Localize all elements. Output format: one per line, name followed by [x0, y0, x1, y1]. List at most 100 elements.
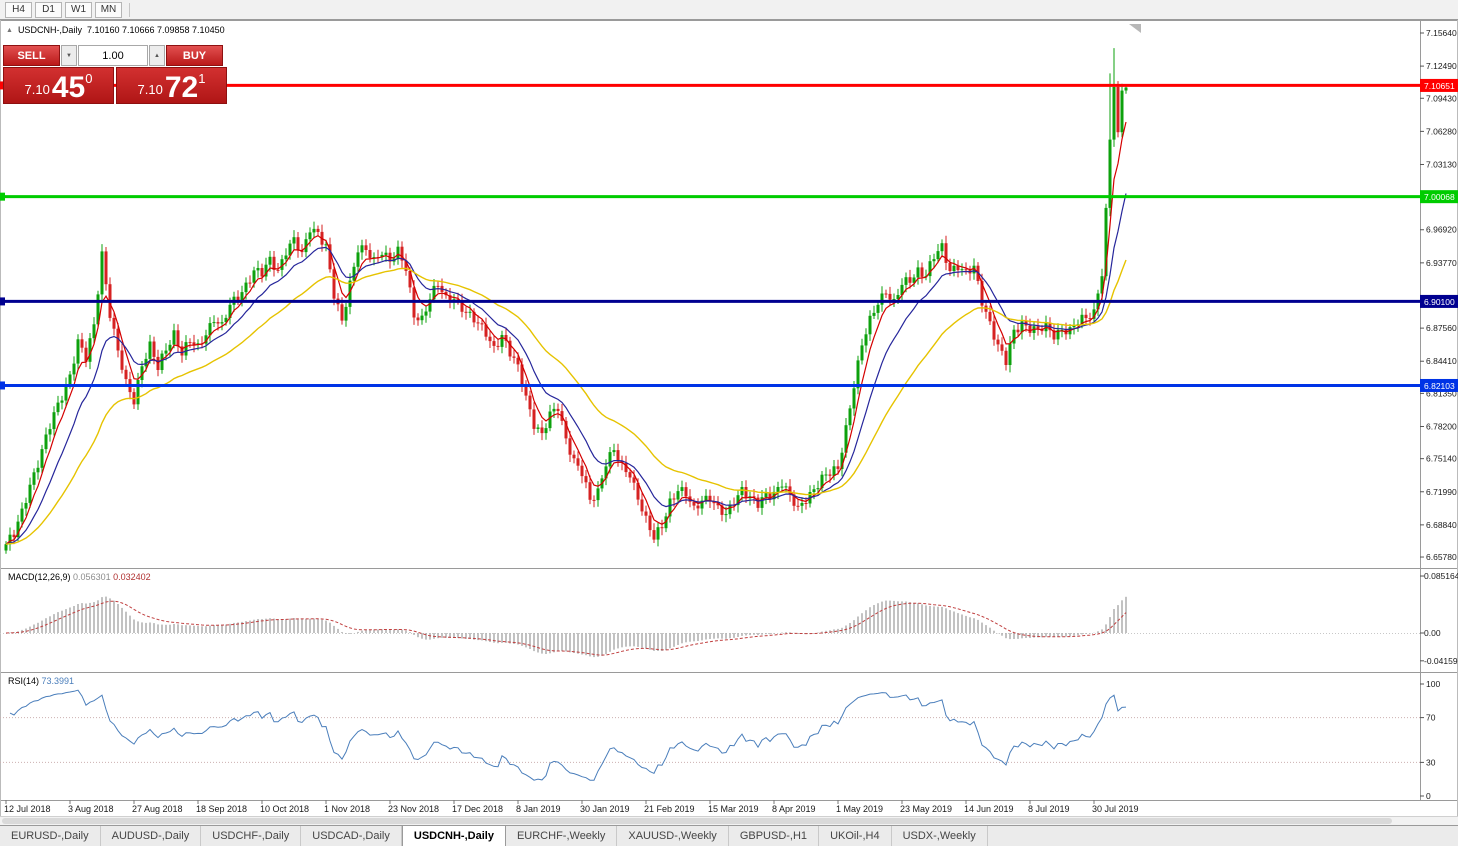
rsi-tick-label: 100 — [1426, 679, 1440, 689]
tab-xauusd-weekly[interactable]: XAUUSD-,Weekly — [617, 826, 729, 846]
date-label: 18 Sep 2018 — [196, 804, 247, 814]
rsi-tick-label: 70 — [1426, 713, 1436, 723]
chart-status-line: ▲ USDCNH-,Daily 7.10160 7.10666 7.09858 … — [6, 25, 225, 35]
moving-averages — [5, 121, 1127, 545]
tab-eurusd-daily[interactable]: EURUSD-,Daily — [0, 826, 101, 846]
indicator-levels — [0, 633, 1420, 763]
rsi-pane[interactable] — [9, 689, 1127, 781]
horizontal-level-lines — [0, 81, 1420, 390]
buy-button[interactable]: BUY — [166, 45, 223, 66]
date-label: 1 Nov 2018 — [324, 804, 370, 814]
tab-usdx-weekly[interactable]: USDX-,Weekly — [892, 826, 988, 846]
trade-panel-controls: SELL ▼ ▲ BUY — [3, 45, 227, 66]
price-tag-label: 7.10651 — [1424, 81, 1455, 91]
macd-signal-line — [5, 600, 1127, 656]
macd-signal-value: 0.032402 — [113, 572, 151, 582]
price-tick-label: 6.96920 — [1426, 225, 1457, 235]
volume-input[interactable] — [78, 45, 148, 66]
rsi-line — [9, 689, 1127, 781]
price-tick-label: 6.75140 — [1426, 454, 1457, 464]
price-tick-label: 6.68840 — [1426, 520, 1457, 530]
tab-usdcnh-daily[interactable]: USDCNH-,Daily — [401, 826, 506, 846]
price-tag — [1420, 294, 1458, 308]
price-tag — [1420, 378, 1458, 392]
price-tick-label: 6.65780 — [1426, 552, 1457, 562]
tab-eurchf-weekly[interactable]: EURCHF-,Weekly — [506, 826, 618, 846]
toolbar-separator — [129, 2, 130, 17]
sell-button[interactable]: SELL — [3, 45, 60, 66]
sell-price-prefix: 7.10 — [24, 82, 50, 97]
chart-ohlc-values: 7.10160 7.10666 7.09858 7.10450 — [86, 25, 225, 35]
chart-shift-marker[interactable] — [1129, 24, 1141, 33]
sell-price-display[interactable]: 7.10 45 0 — [3, 67, 114, 104]
rsi-value: 73.3991 — [41, 676, 75, 686]
date-label: 17 Dec 2018 — [452, 804, 503, 814]
timeframe-button-d1[interactable]: D1 — [35, 1, 62, 18]
price-axis[interactable]: 7.15640 7.12490 7.09430 7.06280 7.03130 6.969… — [1420, 28, 1458, 801]
macd-main-value: 0.056301 — [73, 572, 111, 582]
chart-symbol-label: USDCNH-,Daily — [17, 25, 82, 35]
date-label: 14 Jun 2019 — [964, 804, 1014, 814]
buy-price-prefix: 7.10 — [137, 82, 163, 97]
price-tick-label: 6.87560 — [1426, 323, 1457, 333]
horizontal-scrollbar-thumb[interactable] — [2, 818, 1392, 824]
tab-ukoil-h4[interactable]: UKOil-,H4 — [819, 826, 892, 846]
date-label: 15 Mar 2019 — [708, 804, 759, 814]
macd-tick-label: 0.085164 — [1424, 571, 1458, 581]
macd-name: MACD(12,26,9) — [8, 572, 71, 582]
buy-price-display[interactable]: 7.10 72 1 — [116, 67, 227, 104]
price-tick-label: 6.93770 — [1426, 258, 1457, 268]
hline-left-marker — [0, 192, 5, 201]
pane-separators — [0, 20, 1458, 816]
macd-tick-label: 0.00 — [1424, 628, 1441, 638]
hline-left-marker — [0, 81, 5, 90]
date-label: 21 Feb 2019 — [644, 804, 695, 814]
date-axis[interactable]: 12 Jul 2018 3 Aug 2018 27 Aug 2018 18 Sep 2… — [4, 800, 1139, 814]
sell-price-main: 45 — [51, 71, 86, 104]
horizontal-scrollbar[interactable] — [0, 816, 1458, 825]
rsi-indicator-label: RSI(14) 73.3991 — [8, 676, 74, 686]
tab-audusd-daily[interactable]: AUDUSD-,Daily — [101, 826, 202, 846]
date-label: 30 Jul 2019 — [1092, 804, 1139, 814]
timeframe-button-mn[interactable]: MN — [95, 1, 122, 18]
moving-average-13 — [5, 193, 1127, 545]
price-tick-label: 7.15640 — [1426, 28, 1457, 38]
volume-decrease-button[interactable]: ▼ — [61, 45, 77, 66]
trade-panel-prices: 7.10 45 0 7.10 72 1 — [3, 67, 227, 104]
one-click-toggle-icon[interactable]: ▲ — [6, 26, 13, 34]
price-tick-label: 7.06280 — [1426, 126, 1457, 136]
hline-left-marker — [0, 381, 5, 390]
date-label: 27 Aug 2018 — [132, 804, 183, 814]
price-tick-label: 6.78200 — [1426, 421, 1457, 431]
tab-usdchf-daily[interactable]: USDCHF-,Daily — [201, 826, 302, 846]
price-tick-label: 6.81350 — [1426, 388, 1457, 398]
macd-pane[interactable] — [5, 596, 1127, 658]
buy-price-main: 72 — [164, 71, 199, 104]
date-label: 12 Jul 2018 — [4, 804, 51, 814]
sell-price-pipette: 0 — [85, 71, 93, 86]
price-tag-label: 6.82103 — [1424, 381, 1455, 391]
buy-price-pipette: 1 — [198, 71, 206, 86]
rsi-tick-label: 30 — [1426, 757, 1436, 767]
date-label: 8 Apr 2019 — [772, 804, 816, 814]
date-label: 8 Jul 2019 — [1028, 804, 1070, 814]
tab-gbpusd-h1[interactable]: GBPUSD-,H1 — [729, 826, 820, 846]
moving-average-5 — [5, 121, 1127, 545]
hline-left-marker — [0, 297, 5, 306]
timeframe-button-w1[interactable]: W1 — [65, 1, 92, 18]
date-label: 8 Jan 2019 — [516, 804, 561, 814]
timeframe-toolbar: H4 D1 W1 MN — [0, 0, 1458, 20]
date-label: 23 May 2019 — [900, 804, 952, 814]
timeframe-button-h4[interactable]: H4 — [5, 1, 32, 18]
price-tick-label: 7.03130 — [1426, 159, 1457, 169]
rsi-name: RSI(14) — [8, 676, 40, 686]
date-label: 10 Oct 2018 — [260, 804, 309, 814]
tab-usdcad-daily[interactable]: USDCAD-,Daily — [301, 826, 402, 846]
volume-increase-button[interactable]: ▲ — [149, 45, 165, 66]
price-tick-label: 6.84410 — [1426, 356, 1457, 366]
price-tag — [1420, 78, 1458, 92]
rsi-tick-label: 0 — [1426, 791, 1431, 801]
price-tag-label: 6.90100 — [1424, 297, 1455, 307]
